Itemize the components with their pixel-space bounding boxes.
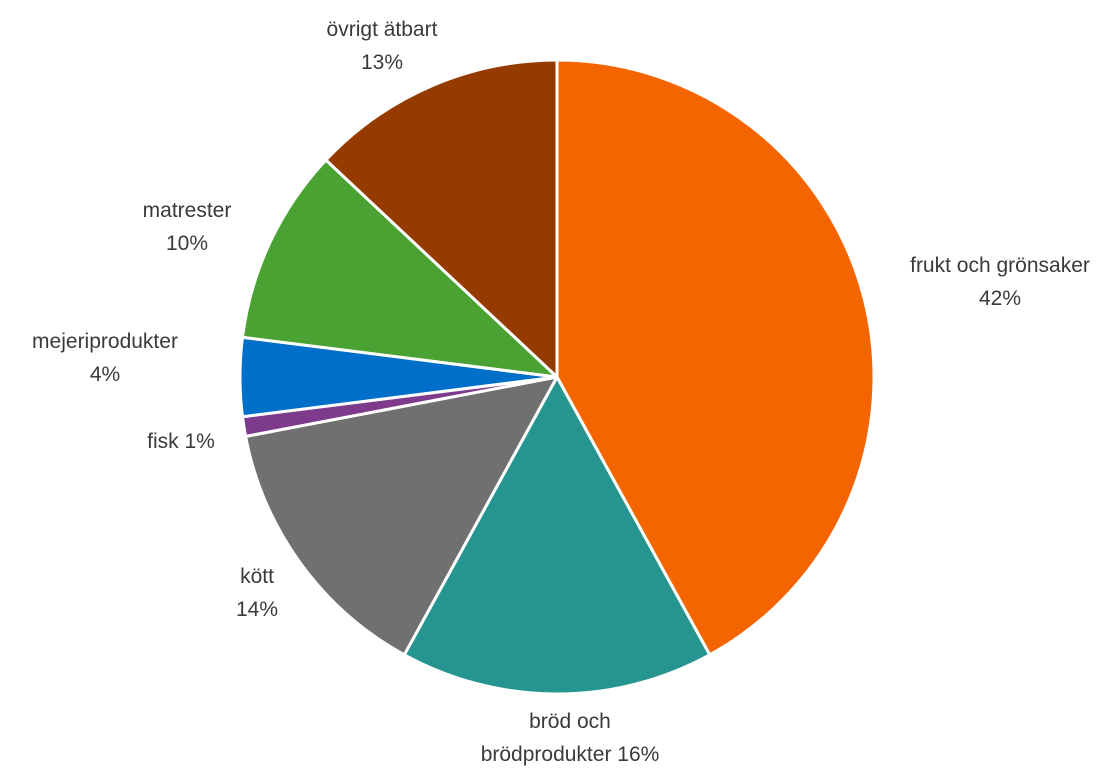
slice-label-1-line-0: bröd och xyxy=(529,710,611,733)
slice-label-1: bröd och brödprodukter 16% xyxy=(481,710,660,766)
slice-label-5-line-0: matrester xyxy=(143,199,232,222)
slices-layer xyxy=(238,58,876,696)
slice-label-6: övrigt ätbart 13% xyxy=(327,18,438,74)
slice-label-2-line-0: kött xyxy=(240,565,274,588)
labels-layer: frukt och grönsaker 42% bröd och brödproduk… xyxy=(32,18,1090,766)
slice-label-6-line-1: 13% xyxy=(361,51,403,74)
pie-slice-0 xyxy=(555,58,876,657)
slice-label-0: frukt och grönsaker 42% xyxy=(910,254,1090,310)
slice-label-4-line-0: mejeriprodukter xyxy=(32,330,178,353)
slice-label-3-line-0: fisk 1% xyxy=(147,430,215,453)
slice-label-2-line-1: 14% xyxy=(236,598,278,621)
pie-slice-2 xyxy=(244,375,559,657)
slice-label-1-line-1: brödprodukter 16% xyxy=(481,743,660,766)
slice-label-5-line-1: 10% xyxy=(166,232,208,255)
pie-slice-6 xyxy=(324,58,559,379)
slice-label-5: matrester 10% xyxy=(143,199,232,255)
slice-label-2: kött 14% xyxy=(236,565,278,621)
slice-label-4: mejeriprodukter 4% xyxy=(32,330,178,386)
pie-slice-1 xyxy=(402,375,712,696)
slice-label-0-line-1: 42% xyxy=(979,287,1021,310)
slice-label-4-line-1: 4% xyxy=(90,363,120,386)
slice-label-6-line-0: övrigt ätbart xyxy=(327,18,438,41)
slice-label-0-line-0: frukt och grönsaker xyxy=(910,254,1090,277)
slice-label-3: fisk 1% xyxy=(147,430,215,453)
pie-slice-5 xyxy=(241,158,559,379)
